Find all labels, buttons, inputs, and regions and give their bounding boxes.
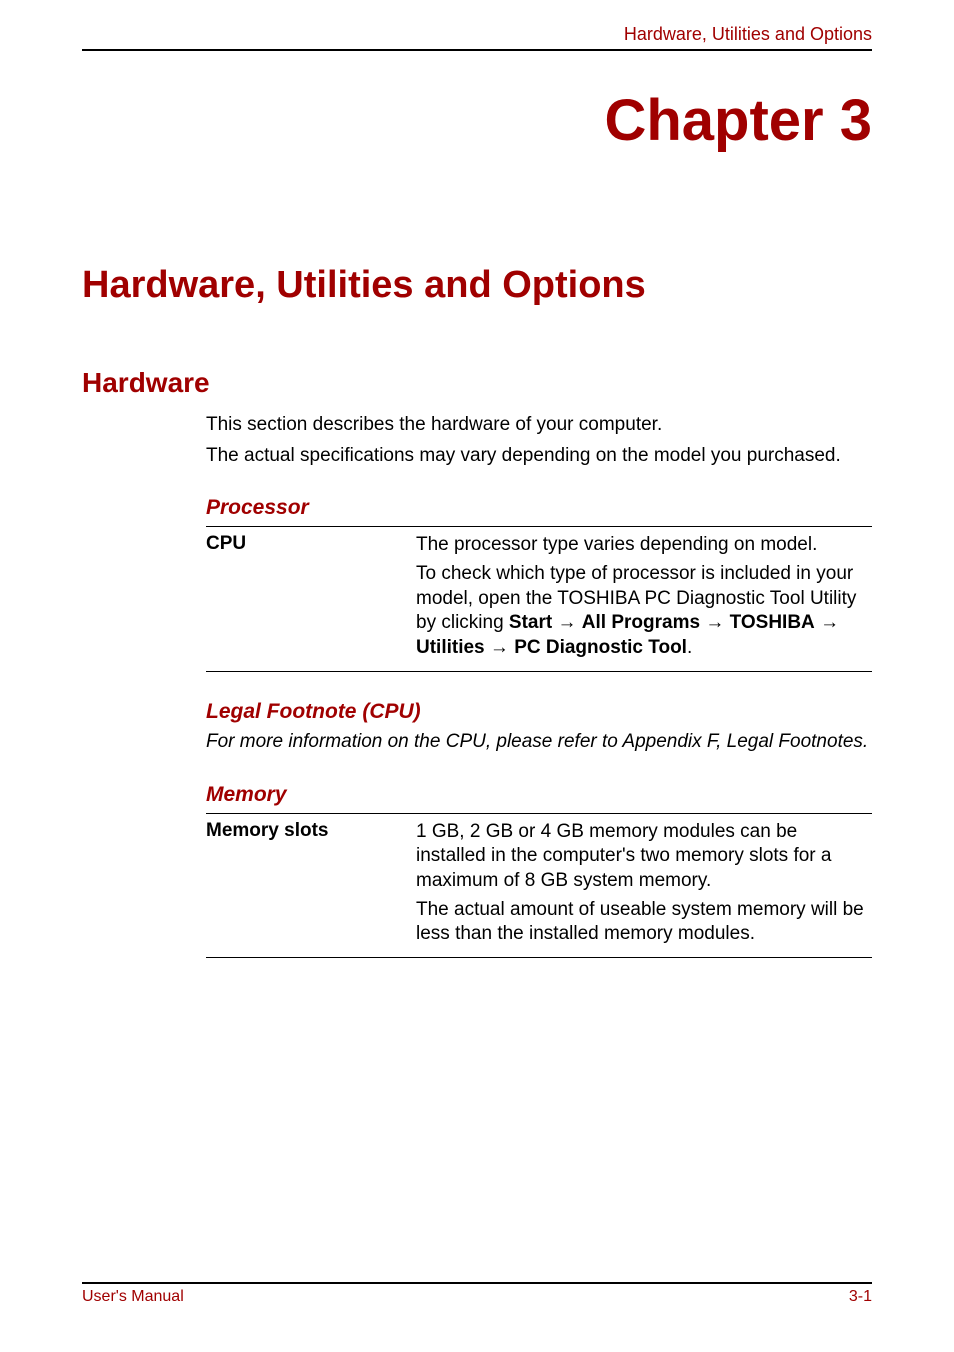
hardware-intro-2: The actual specifications may vary depen… <box>206 444 872 469</box>
processor-desc-2: To check which type of processor is incl… <box>416 562 872 661</box>
chapter-number: Chapter 3 <box>82 87 872 154</box>
legal-cpu-text: For more information on the CPU, please … <box>206 730 872 755</box>
running-header: Hardware, Utilities and Options <box>82 24 872 51</box>
memory-desc-2: The actual amount of useable system memo… <box>416 898 872 947</box>
page-footer: User's Manual 3-1 <box>82 1282 872 1306</box>
memory-desc-1: 1 GB, 2 GB or 4 GB memory modules can be… <box>416 820 872 894</box>
chapter-title: Hardware, Utilities and Options <box>82 264 872 307</box>
nav-start: Start <box>509 612 552 633</box>
arrow-icon: → <box>558 612 577 633</box>
hardware-intro-block: This section describes the hardware of y… <box>206 413 872 958</box>
processor-desc-1: The processor type varies depending on m… <box>416 533 872 558</box>
arrow-icon: → <box>490 637 509 658</box>
page: Hardware, Utilities and Options Chapter … <box>0 0 954 1352</box>
hardware-intro-1: This section describes the hardware of y… <box>206 413 872 438</box>
footer-right: 3-1 <box>849 1288 872 1306</box>
memory-row-label: Memory slots <box>206 820 416 951</box>
memory-table: Memory slots 1 GB, 2 GB or 4 GB memory m… <box>206 813 872 958</box>
arrow-icon: → <box>705 612 724 633</box>
footer-left: User's Manual <box>82 1288 184 1306</box>
processor-table: CPU The processor type varies depending … <box>206 526 872 671</box>
processor-row: CPU The processor type varies depending … <box>206 527 872 670</box>
section-hardware-title: Hardware <box>82 367 872 399</box>
nav-utilities: Utilities <box>416 637 485 658</box>
nav-pc-diagnostic-tool: PC Diagnostic Tool <box>514 637 687 658</box>
arrow-icon: → <box>820 612 839 633</box>
processor-row-value: The processor type varies depending on m… <box>416 533 872 664</box>
legal-cpu-title: Legal Footnote (CPU) <box>206 700 872 724</box>
processor-title: Processor <box>206 496 872 520</box>
processor-row-label: CPU <box>206 533 416 664</box>
memory-row-value: 1 GB, 2 GB or 4 GB memory modules can be… <box>416 820 872 951</box>
memory-title: Memory <box>206 783 872 807</box>
nav-toshiba: TOSHIBA <box>730 612 815 633</box>
nav-all-programs: All Programs <box>582 612 700 633</box>
memory-row: Memory slots 1 GB, 2 GB or 4 GB memory m… <box>206 814 872 957</box>
period: . <box>687 637 692 658</box>
